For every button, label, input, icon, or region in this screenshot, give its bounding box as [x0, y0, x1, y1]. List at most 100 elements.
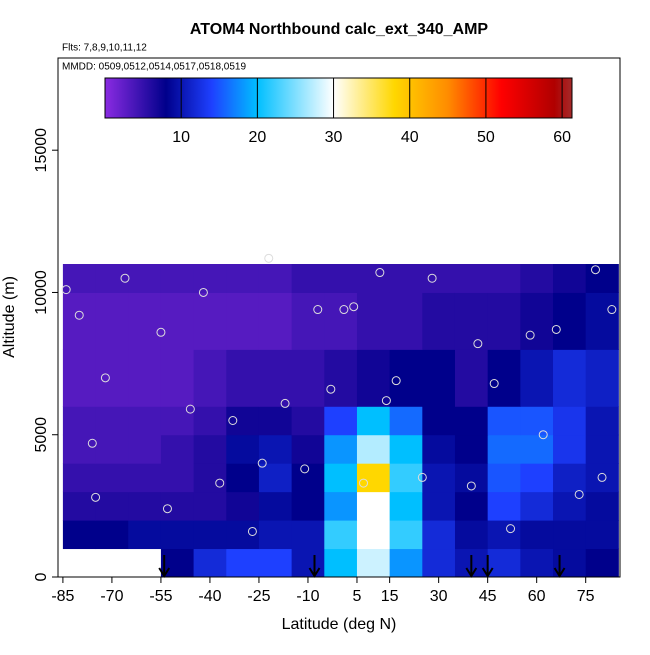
heatmap-cell: [193, 520, 227, 550]
heatmap-cell: [324, 520, 358, 550]
heatmap-cell: [226, 349, 260, 407]
heatmap-cell: [258, 520, 293, 550]
heatmap-cell: [291, 548, 325, 578]
plot-frame: [57, 57, 621, 578]
heatmap-cell: [585, 491, 619, 521]
x-tick-label: -85: [51, 588, 74, 605]
heatmap-cell: [128, 349, 162, 407]
arrow: [158, 555, 171, 578]
sample-point: [590, 265, 600, 275]
heatmap-cell: [160, 463, 195, 493]
heatmap-cell: [389, 491, 423, 521]
heatmap-cell: [226, 520, 260, 550]
heatmap-cell: [324, 292, 358, 350]
heatmap-cell: [553, 491, 587, 521]
heatmap-cell: [553, 463, 587, 493]
chart-title: ATOM4 Northbound calc_ext_340_AMP: [190, 21, 488, 38]
heatmap-cell: [62, 463, 97, 493]
heatmap-cell: [356, 491, 391, 521]
heatmap-cell: [454, 463, 489, 493]
heatmap-cell: [62, 264, 97, 293]
heatmap-cell: [193, 463, 227, 493]
heatmap-cell: [356, 349, 391, 407]
heatmap-cell: [62, 349, 97, 407]
heatmap-cell: [389, 406, 423, 436]
heatmap-cell: [128, 406, 162, 436]
sample-point: [538, 430, 548, 440]
heatmap-cell: [487, 491, 521, 521]
heatmap-cell: [520, 349, 554, 407]
heatmap-cell: [422, 406, 456, 436]
heatmap-cell: [422, 491, 456, 521]
heatmap-cell: [487, 463, 521, 493]
heatmap-cell: [193, 491, 227, 521]
sample-point: [506, 524, 516, 534]
x-tick-label: -70: [100, 588, 123, 605]
heatmap-cell: [356, 548, 391, 578]
heatmap-cell: [193, 548, 227, 578]
sample-point: [61, 285, 71, 295]
heatmap-cell: [324, 406, 358, 436]
heatmap-cell: [258, 548, 293, 578]
heatmap-cell: [128, 264, 162, 293]
arrow: [308, 555, 321, 578]
y-tick-label: 10000: [33, 270, 50, 315]
sample-point: [551, 324, 561, 334]
heatmap-cell: [95, 349, 129, 407]
heatmap-cell: [389, 434, 423, 464]
heatmap-cell: [95, 264, 129, 293]
heatmap-cell: [324, 434, 358, 464]
heatmap-cell: [62, 520, 97, 550]
sample-point: [466, 481, 476, 491]
heatmap-cell: [324, 548, 358, 578]
heatmap-cell: [520, 463, 554, 493]
sample-point: [417, 472, 427, 482]
heatmap-cell: [356, 520, 391, 550]
heatmap-cell: [553, 406, 587, 436]
heatmap-cell: [520, 434, 554, 464]
heatmap-cell: [226, 292, 260, 350]
heatmap-cell: [128, 491, 162, 521]
heatmap-cell: [291, 292, 325, 350]
sample-point: [120, 273, 130, 283]
heatmap-cell: [160, 292, 195, 350]
colorbar-tick-label: 60: [553, 129, 571, 146]
sample-point: [339, 305, 349, 315]
sample-point: [300, 464, 310, 474]
heatmap-cell: [226, 264, 260, 293]
heatmap-cell: [553, 520, 587, 550]
heatmap-cell: [487, 292, 521, 350]
sample-point: [607, 305, 617, 315]
heatmap-cell: [258, 434, 293, 464]
heatmap-cell: [389, 264, 423, 293]
heatmap-cell: [356, 264, 391, 293]
sample-point: [473, 339, 483, 349]
sample-point: [427, 273, 437, 283]
heatmap-cell: [487, 548, 521, 578]
subtitle: MMDD: 0509,0512,0514,0517,0518,0519: [62, 62, 246, 73]
heatmap-cell: [422, 264, 456, 293]
arrow: [481, 555, 494, 578]
heatmap-cell: [585, 292, 619, 350]
y-tick-label: 5000: [33, 417, 50, 453]
heatmap-cell: [389, 292, 423, 350]
arrow-head: [553, 567, 566, 578]
colorbar-tick-label: 40: [401, 129, 419, 146]
heatmap-cell: [356, 463, 391, 493]
sample-point: [349, 302, 359, 312]
sample-point: [162, 504, 172, 514]
heatmap-cell: [291, 434, 325, 464]
heatmap-cell: [487, 406, 521, 436]
heatmap-cell: [324, 264, 358, 293]
heatmap-cell: [389, 349, 423, 407]
heatmap-cell: [128, 434, 162, 464]
heatmap-cell: [193, 434, 227, 464]
sample-point: [381, 396, 391, 406]
heatmap-cell: [487, 349, 521, 407]
sample-point: [280, 398, 290, 408]
heatmap-cell: [585, 520, 619, 550]
heatmap-cell: [389, 548, 423, 578]
sample-point: [313, 305, 323, 315]
heatmap-cell: [585, 349, 619, 407]
